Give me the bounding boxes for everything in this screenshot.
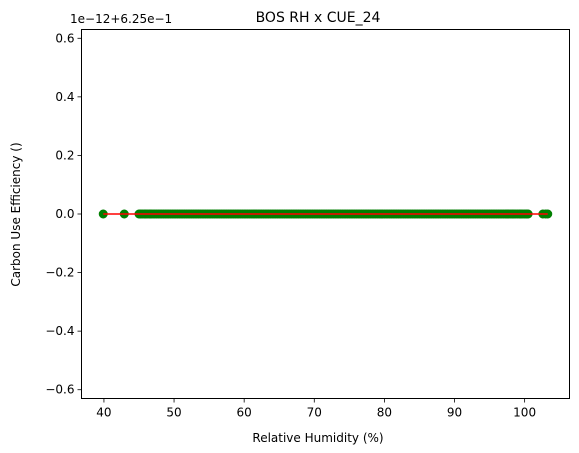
x-tick-label: 90	[447, 406, 462, 420]
x-tick-label: 70	[307, 406, 322, 420]
y-axis-offset-label: 1e−12+6.25e−1	[70, 12, 172, 26]
y-tick-label: 0.6	[55, 31, 74, 45]
y-tick-label: 0.2	[55, 148, 74, 162]
x-tick-label: 80	[377, 406, 392, 420]
y-tick-label: −0.6	[45, 383, 74, 397]
x-tick-label: 40	[96, 406, 111, 420]
x-tick-label: 60	[237, 406, 252, 420]
chart-title: BOS RH x CUE_24	[256, 10, 381, 26]
x-tick-label: 100	[513, 406, 536, 420]
x-axis-label: Relative Humidity (%)	[252, 431, 383, 445]
y-tick-label: 0.0	[55, 207, 74, 221]
y-axis-label: Carbon Use Efficiency ()	[9, 142, 23, 286]
y-tick-label: −0.2	[45, 266, 74, 280]
y-tick-label: −0.4	[45, 324, 74, 338]
y-tick-label: 0.4	[55, 90, 74, 104]
x-tick-label: 50	[166, 406, 181, 420]
